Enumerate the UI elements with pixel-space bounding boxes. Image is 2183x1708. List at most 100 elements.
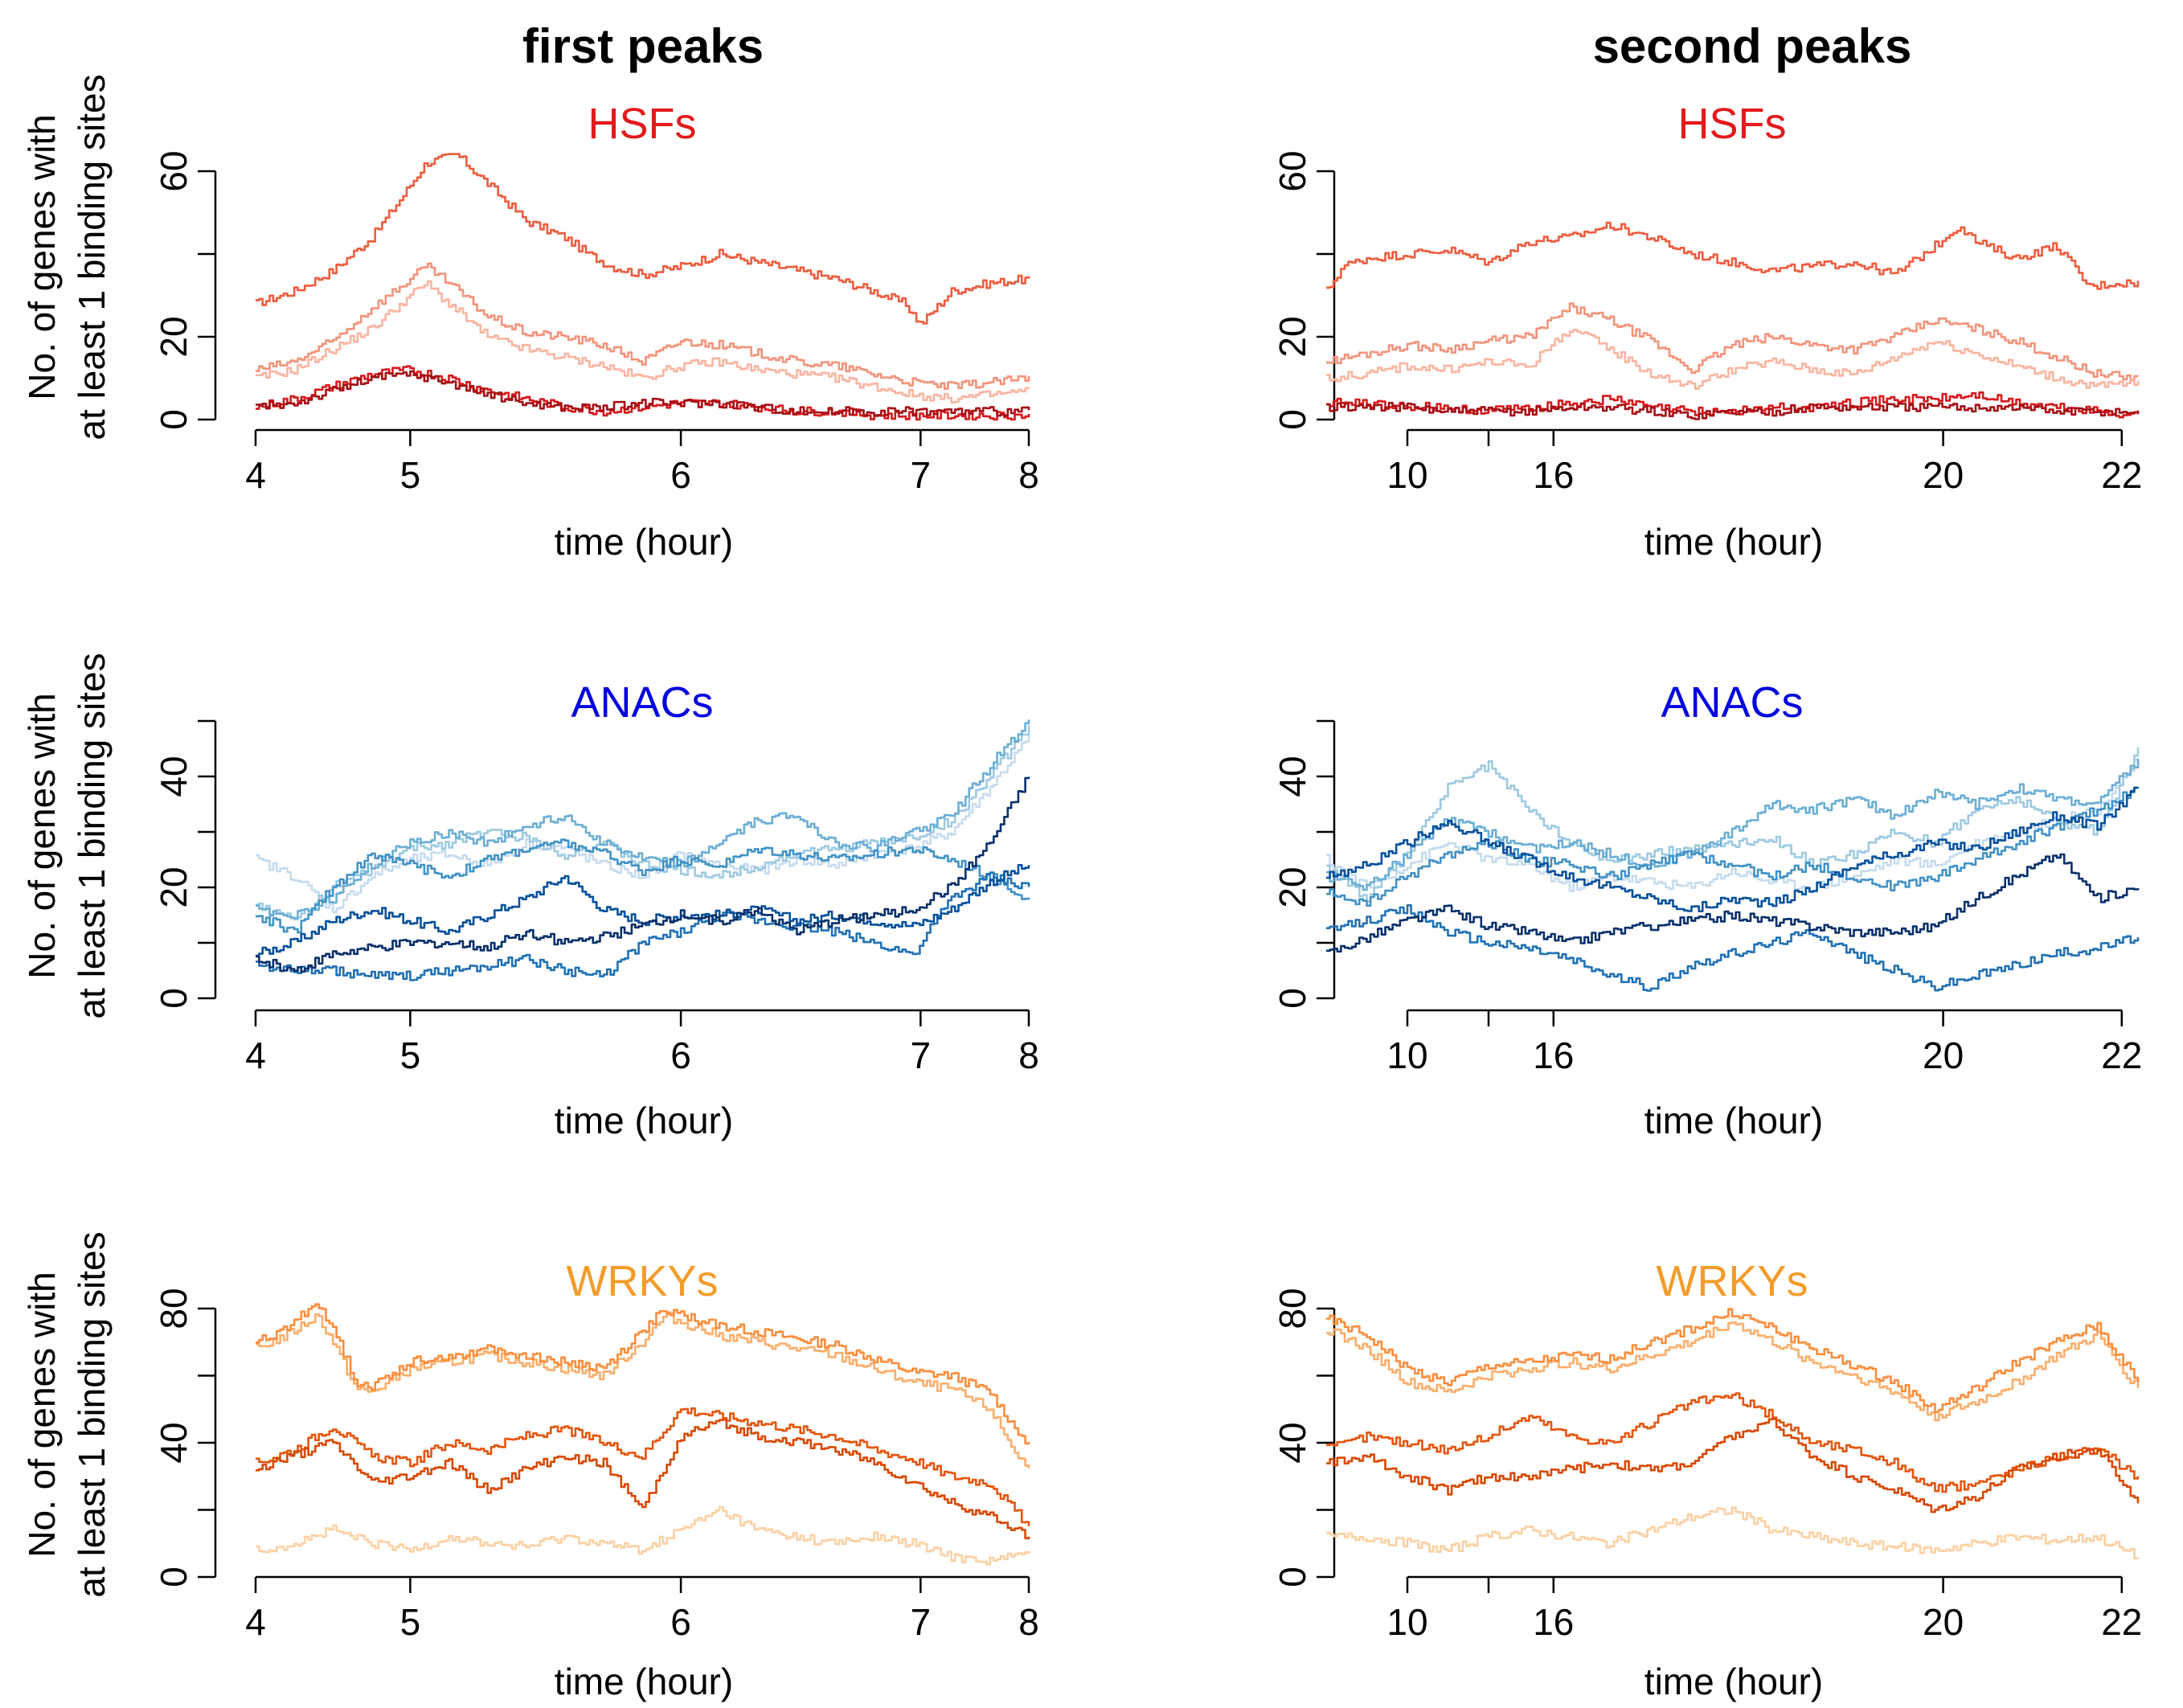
- panel-2-0: WRKYs 0 40 80 4 5 6 7 8 time (hour) No. of genes w…: [21, 1231, 1039, 1702]
- panel-1-1-y-tick-label: 0: [1272, 988, 1313, 1009]
- panel-1-0-y-label: No. of genes with at least 1 binding site…: [21, 653, 113, 1018]
- panel-0-0-series-line-4: [256, 370, 1030, 417]
- panel-0-0-y-label: No. of genes with at least 1 binding site…: [21, 74, 113, 440]
- panel-1-1-series-line-4: [1326, 904, 2140, 992]
- panel-2-1: WRKYs 0 40 80 10 16 20 22 time (hour): [1272, 1257, 2142, 1702]
- panel-0-1-x-tick-label: 10: [1386, 454, 1427, 496]
- panel-1-0-series-line-6: [256, 776, 1030, 973]
- panel-1-1-series-line-6: [1326, 853, 2140, 953]
- panel-2-0-x-label: time (hour): [555, 1661, 733, 1702]
- panel-2-0-series-line-1: [256, 1303, 1030, 1445]
- panel-0-0-x-label: time (hour): [555, 521, 733, 563]
- panel-2-1-series-line-2: [1326, 1392, 2140, 1493]
- panel-0-0-y-tick-label: 0: [153, 409, 195, 430]
- panel-1-1-series-line-5: [1326, 786, 2140, 912]
- panel-0-1-series-line-4: [1326, 402, 2140, 420]
- panel-1-0-x-tick-label: 5: [400, 1034, 421, 1076]
- panel-0-1-series-line-2: [1326, 328, 2140, 390]
- panel-2-1-y-tick-label: 40: [1272, 1422, 1313, 1463]
- panel-1-0-y-tick-label: 40: [153, 756, 195, 797]
- panel-1-1-series-line-2: [1326, 759, 2140, 891]
- panel-2-0-x-tick-label: 5: [400, 1601, 421, 1643]
- panel-1-0-x-tick-label: 4: [245, 1034, 266, 1076]
- panel-2-0-x-tick-label: 8: [1018, 1601, 1039, 1643]
- panel-2-1-x-tick-label: 10: [1386, 1601, 1427, 1643]
- panel-0-0-series-line-1: [256, 262, 1030, 390]
- panel-2-0-series-line-3: [256, 1418, 1030, 1540]
- panel-1-1-x-tick-label: 20: [1923, 1034, 1964, 1076]
- panel-1-1-x-tick-label: 22: [2101, 1034, 2142, 1076]
- panel-2-1-title: WRKYs: [1657, 1257, 1808, 1305]
- panel-2-0-y-label-line: No. of genes with: [21, 1272, 63, 1557]
- column-title-second-peaks: second peaks: [1593, 19, 1912, 73]
- panel-2-1-y-tick-label: 0: [1272, 1567, 1313, 1587]
- panel-0-0-series-line-0: [256, 153, 1030, 325]
- panel-2-1-y-tick-label: 80: [1272, 1288, 1313, 1329]
- panel-0-0: HSFs 0 20 60 4 5 6 7 8 time (hour) No. of genes wi…: [21, 74, 1039, 563]
- panel-1-0-y-label-line: at least 1 binding sites: [71, 653, 113, 1018]
- panel-0-1-x-tick-label: 22: [2101, 454, 2142, 496]
- panel-0-0-y-tick-label: 60: [153, 150, 195, 191]
- panel-1-0-y-tick-label: 20: [153, 866, 195, 907]
- panel-0-1-x-tick-label: 20: [1923, 454, 1964, 496]
- panel-2-0-x-tick-label: 4: [245, 1601, 266, 1643]
- panel-2-1-series-line-0: [1326, 1321, 2140, 1422]
- panel-2-0-series-line-2: [256, 1407, 1030, 1526]
- panel-0-1-x-label: time (hour): [1644, 521, 1823, 563]
- panel-2-0-y-tick-label: 40: [153, 1422, 195, 1463]
- panel-0-0-x-tick-label: 5: [400, 454, 421, 496]
- panel-2-0-y-tick-label: 80: [153, 1288, 195, 1329]
- panel-2-0-y-label: No. of genes with at least 1 binding site…: [21, 1231, 113, 1597]
- panel-2-0-series-line-4: [256, 1505, 1030, 1566]
- panel-1-0-x-tick-label: 6: [670, 1034, 691, 1076]
- panel-0-0-y-label-line: No. of genes with: [21, 114, 63, 399]
- panel-2-1-x-tick-label: 16: [1533, 1601, 1574, 1643]
- panel-1-1-title: ANACs: [1661, 678, 1803, 727]
- panel-1-1: ANACs 0 20 40 10 16 20 22 time (hour): [1272, 678, 2142, 1141]
- panel-2-0-series-line-0: [256, 1311, 1030, 1468]
- panel-1-1-series-line-1: [1326, 747, 2140, 903]
- panel-1-0: ANACs 0 20 40 4 5 6 7 8 time (hour) No. of genes w…: [21, 653, 1039, 1141]
- panel-0-1-x-tick-label: 16: [1533, 454, 1574, 496]
- panel-1-0-series-line-3: [256, 838, 1030, 934]
- panel-2-0-title: WRKYs: [567, 1257, 719, 1305]
- panel-1-0-series-line-1: [256, 724, 1030, 921]
- panel-0-1-y-tick-label: 20: [1272, 316, 1313, 357]
- panel-0-1: HSFs 0 20 60 10 16 20 22 time (hour): [1272, 100, 2142, 563]
- panel-1-0-series-line-0: [256, 735, 1030, 914]
- panel-0-0-series-line-2: [256, 280, 1030, 404]
- panel-1-0-x-tick-label: 7: [911, 1034, 932, 1076]
- panel-0-1-title: HSFs: [1678, 100, 1787, 148]
- panel-0-0-title: HSFs: [588, 100, 697, 148]
- panel-0-0-y-label-line: at least 1 binding sites: [71, 74, 113, 440]
- panel-0-0-series-line-3: [256, 365, 1030, 421]
- panel-0-0-x-tick-label: 4: [245, 454, 266, 496]
- panel-1-1-x-tick-label: 10: [1386, 1034, 1427, 1076]
- panel-0-0-x-tick-label: 8: [1018, 454, 1039, 496]
- panel-1-0-title: ANACs: [571, 678, 713, 727]
- panel-1-1-x-label: time (hour): [1644, 1100, 1823, 1141]
- panel-0-1-y-tick-label: 0: [1272, 409, 1313, 430]
- panel-1-0-x-label: time (hour): [555, 1100, 733, 1141]
- panel-2-0-x-tick-label: 6: [670, 1601, 691, 1643]
- column-title-first-peaks: first peaks: [522, 19, 764, 73]
- panel-0-0-y-tick-label: 20: [153, 316, 195, 357]
- panel-2-1-series-line-4: [1326, 1506, 2140, 1560]
- panel-2-0-y-tick-label: 0: [153, 1567, 195, 1587]
- panel-0-0-x-tick-label: 7: [911, 454, 932, 496]
- panel-0-1-series-line-1: [1326, 302, 2140, 382]
- panel-2-1-x-label: time (hour): [1644, 1661, 1823, 1702]
- panel-2-1-x-tick-label: 22: [2101, 1601, 2142, 1643]
- panel-2-0-y-label-line: at least 1 binding sites: [71, 1231, 113, 1597]
- panel-2-1-series-line-3: [1326, 1418, 2140, 1513]
- panel-2-0-x-tick-label: 7: [911, 1601, 932, 1643]
- panel-0-0-x-tick-label: 6: [670, 454, 691, 496]
- panel-1-1-series-line-3: [1326, 786, 2140, 907]
- panel-0-1-series-line-0: [1326, 221, 2140, 290]
- panel-1-0-y-tick-label: 0: [153, 988, 195, 1009]
- panel-1-1-y-tick-label: 40: [1272, 756, 1313, 797]
- panel-1-0-series-line-4: [256, 871, 1030, 981]
- panel-1-1-y-tick-label: 20: [1272, 866, 1313, 907]
